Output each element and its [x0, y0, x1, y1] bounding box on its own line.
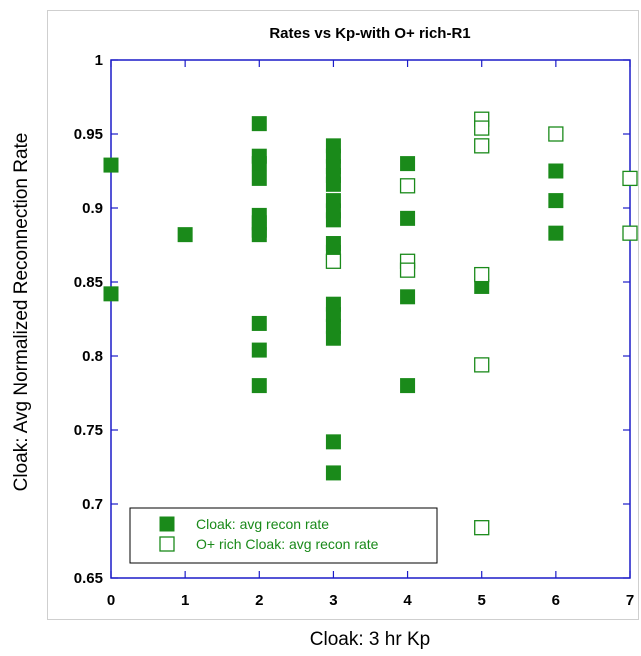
legend-label: O+ rich Cloak: avg recon rate — [196, 536, 379, 552]
y-tick-label: 0.85 — [74, 274, 103, 291]
point-open — [474, 520, 490, 536]
point-filled — [325, 330, 341, 346]
point-open — [399, 262, 416, 278]
chart-title: Rates vs Kp-with O+ rich-R1 — [269, 25, 470, 42]
y-tick-label: 0.7 — [82, 496, 103, 513]
legend-marker-open — [159, 536, 175, 552]
point-open — [399, 178, 416, 194]
point-filled — [400, 378, 416, 394]
x-tick-label: 1 — [181, 592, 189, 609]
y-axis-label: Cloak: Avg Normalized Reconnection Rate — [11, 132, 32, 492]
point-filled — [251, 315, 267, 331]
point-filled — [325, 434, 341, 450]
point-filled — [251, 378, 267, 394]
point-open — [622, 170, 638, 187]
x-tick-label: 4 — [403, 592, 412, 609]
y-tick-label: 0.9 — [82, 200, 103, 217]
x-tick-label: 3 — [329, 592, 337, 609]
point-filled — [548, 193, 564, 209]
point-filled — [251, 156, 267, 172]
y-tick-label: 1 — [95, 52, 103, 69]
point-filled — [325, 176, 341, 192]
point-open — [622, 225, 638, 241]
point-open — [325, 253, 342, 269]
legend-label: Cloak: avg recon rate — [196, 516, 329, 532]
point-filled — [325, 212, 341, 228]
y-tick-label: 0.65 — [74, 570, 103, 587]
point-open — [474, 138, 490, 154]
x-tick-label: 0 — [107, 592, 115, 609]
point-open — [548, 126, 564, 142]
point-filled — [177, 227, 193, 243]
point-filled — [400, 289, 416, 305]
y-tick-label: 0.75 — [74, 422, 103, 439]
point-filled — [251, 170, 267, 186]
point-filled — [103, 286, 119, 302]
point-open — [474, 266, 490, 283]
legend-marker-filled — [159, 516, 175, 532]
point-filled — [251, 227, 267, 243]
x-axis-label: Cloak: 3 hr Kp — [309, 629, 431, 650]
point-open — [474, 357, 490, 373]
legend-box — [129, 507, 438, 564]
point-filled — [251, 116, 267, 132]
y-tick-label: 0.8 — [82, 348, 103, 365]
point-filled — [548, 163, 564, 179]
y-tick-label: 0.95 — [74, 126, 103, 143]
point-filled — [103, 157, 119, 173]
point-filled — [400, 156, 416, 172]
x-tick-label: 7 — [626, 592, 634, 609]
point-filled — [325, 465, 341, 481]
x-tick-label: 5 — [478, 592, 486, 609]
x-tick-label: 2 — [255, 592, 263, 609]
x-tick-label: 6 — [552, 592, 560, 609]
point-filled — [400, 210, 416, 226]
plot-area-border — [110, 59, 631, 579]
point-open — [474, 120, 490, 136]
point-filled — [251, 342, 267, 358]
point-filled — [548, 225, 564, 241]
